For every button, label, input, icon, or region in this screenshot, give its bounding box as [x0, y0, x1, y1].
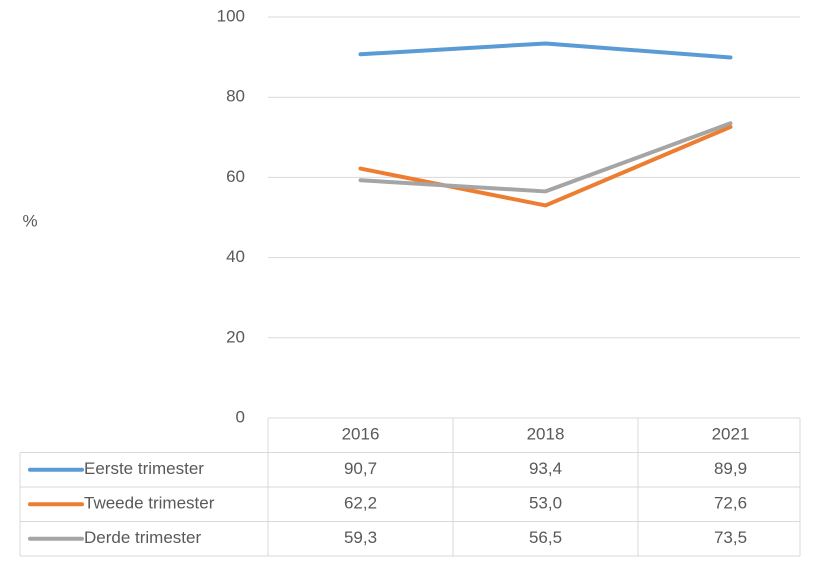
table-value: 62,2: [344, 494, 377, 513]
y-tick-label: 80: [226, 87, 245, 106]
y-tick-label: 20: [226, 327, 245, 346]
table-value: 53,0: [529, 494, 562, 513]
table-value: 56,5: [529, 528, 562, 547]
series-line: [358, 41, 733, 60]
table-value: 89,9: [714, 459, 747, 478]
y-tick-label: 60: [226, 167, 245, 186]
table-value: 59,3: [344, 528, 377, 547]
x-tick-label: 2016: [342, 425, 380, 444]
series-line: [358, 121, 733, 194]
y-tick-label: 40: [226, 247, 245, 266]
x-tick-label: 2021: [712, 425, 750, 444]
y-axis-label: %: [22, 211, 37, 230]
x-tick-label: 2018: [527, 425, 565, 444]
table-value: 73,5: [714, 528, 747, 547]
series-line: [358, 124, 733, 208]
table-value: 93,4: [529, 459, 562, 478]
y-tick-label: 100: [217, 6, 245, 25]
legend-label: Eerste trimester: [84, 459, 204, 478]
legend-label: Tweede trimester: [84, 494, 215, 513]
table-value: 90,7: [344, 459, 377, 478]
y-tick-label: 0: [236, 407, 245, 426]
table-value: 72,6: [714, 494, 747, 513]
legend-label: Derde trimester: [84, 528, 201, 547]
